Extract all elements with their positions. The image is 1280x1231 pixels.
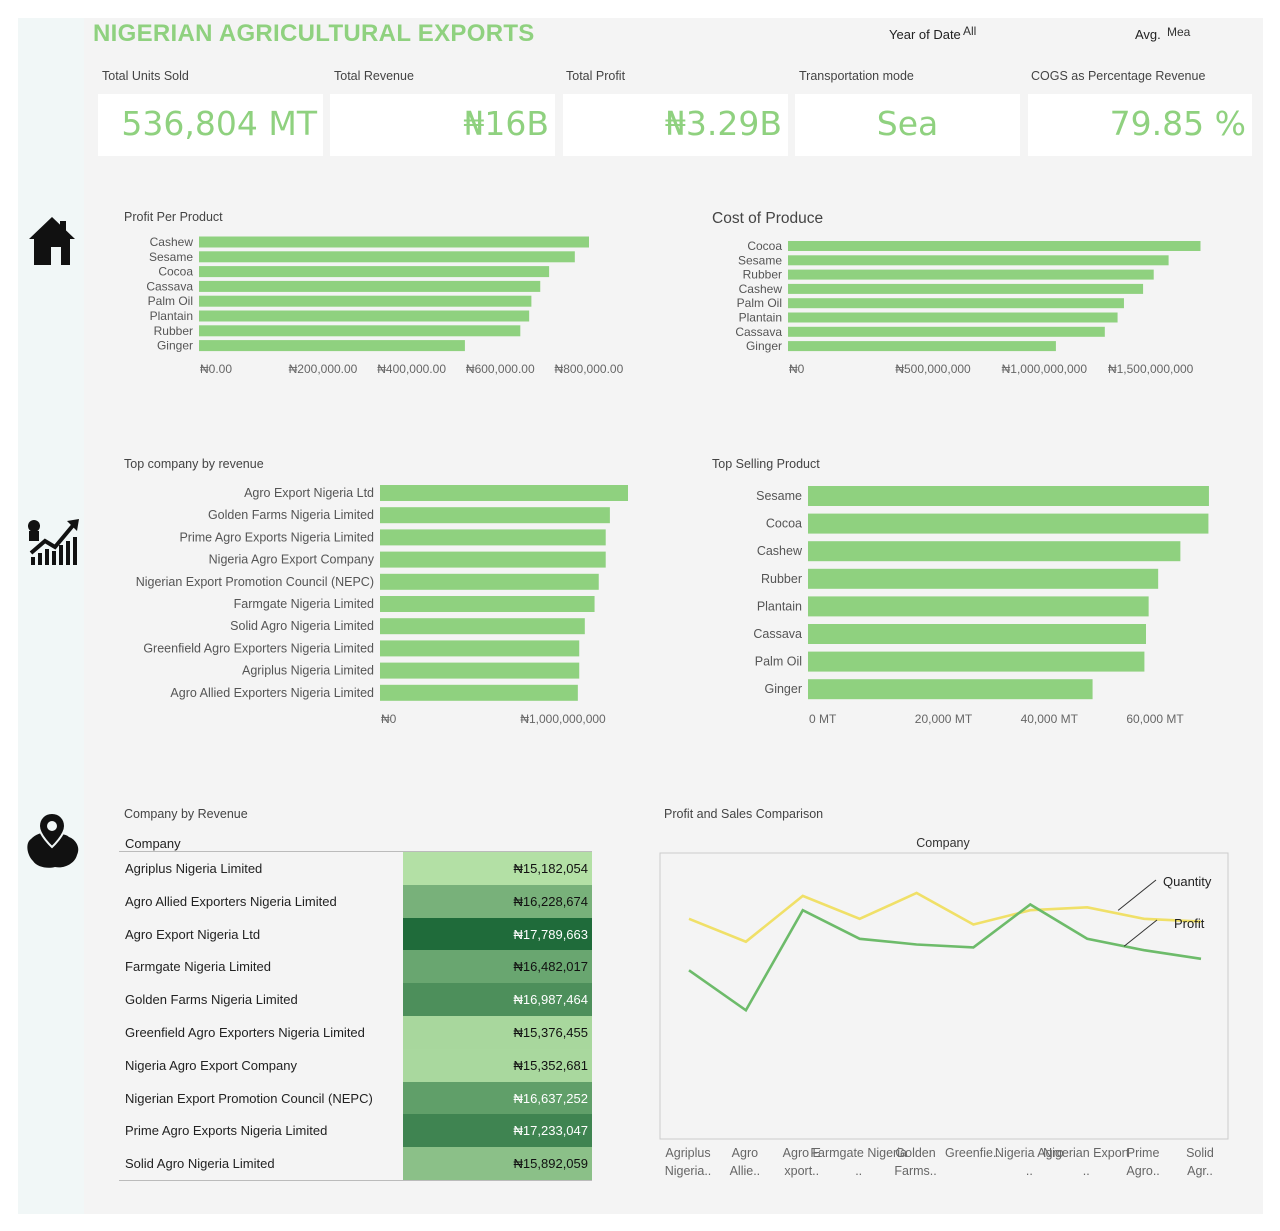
sidebar <box>18 18 84 1214</box>
table-column-header: Company <box>125 836 181 851</box>
top-selling-product-title: Top Selling Product <box>712 457 820 471</box>
kpi-label-units: Total Units Sold <box>102 69 189 83</box>
kpi-value-transport: Sea <box>876 104 939 143</box>
table-row[interactable]: Agro Allied Exporters Nigeria Limited ₦16… <box>119 884 592 918</box>
table-revenue-cell: ₦16,987,464 <box>403 983 592 1017</box>
table-company-name: Nigerian Export Promotion Council (NEPC) <box>125 1090 373 1106</box>
table-revenue-value: ₦15,182,054 <box>513 861 588 876</box>
table-revenue-value: ₦15,352,681 <box>513 1057 588 1073</box>
table-company-name: Agriplus Nigeria Limited <box>125 861 263 876</box>
table-revenue-value: ₦17,233,047 <box>513 1123 588 1139</box>
table-company-name: Nigeria Agro Export Company <box>125 1057 297 1073</box>
kpi-label-cogs: COGS as Percentage Revenue <box>1031 69 1206 83</box>
table-revenue-cell: ₦17,233,047 <box>403 1114 592 1148</box>
growth-chart-icon[interactable] <box>25 517 81 567</box>
year-filter-value[interactable]: All <box>963 24 977 38</box>
table-row[interactable]: Solid Agro Nigeria Limited ₦15,892,059 <box>119 1147 592 1181</box>
table-company-name: Greenfield Agro Exporters Nigeria Limite… <box>125 1025 365 1040</box>
table-row[interactable]: Nigerian Export Promotion Council (NEPC)… <box>119 1081 592 1115</box>
table-row[interactable]: Prime Agro Exports Nigeria Limited ₦17,23… <box>119 1114 592 1148</box>
table-revenue-value: ₦16,482,017 <box>513 959 588 975</box>
avg-filter-value[interactable]: Mea <box>1167 25 1191 39</box>
table-revenue-cell: ₦16,482,017 <box>403 950 592 984</box>
table-company-name: Farmgate Nigeria Limited <box>125 959 271 975</box>
kpi-card-cogs: 79.85 % <box>1028 94 1252 156</box>
table-company-name: Golden Farms Nigeria Limited <box>125 992 298 1008</box>
table-revenue-cell: ₦17,789,663 <box>403 917 592 951</box>
avg-filter-label: Avg. <box>1135 27 1161 42</box>
kpi-label-profit: Total Profit <box>566 69 626 83</box>
table-revenue-value: ₦16,987,464 <box>513 992 588 1008</box>
table-row[interactable]: Agriplus Nigeria Limited ₦15,182,054 <box>119 852 592 885</box>
table-company-name: Prime Agro Exports Nigeria Limited <box>125 1123 328 1139</box>
kpi-label-revenue: Total Revenue <box>334 69 414 83</box>
table-revenue-value: ₦16,637,252 <box>513 1090 588 1106</box>
table-revenue-value: ₦17,789,663 <box>513 926 588 942</box>
table-revenue-value: ₦16,228,674 <box>513 893 588 909</box>
profit-sales-title: Profit and Sales Comparison <box>664 807 824 821</box>
kpi-value-units: 536,804 MT <box>121 104 317 143</box>
home-icon[interactable] <box>27 215 77 267</box>
table-revenue-cell: ₦15,182,054 <box>403 852 592 885</box>
table-row[interactable]: Farmgate Nigeria Limited ₦16,482,017 <box>119 950 592 984</box>
table-row[interactable]: Nigeria Agro Export Company ₦15,352,681 <box>119 1048 592 1082</box>
kpi-card-profit: ₦3.29B <box>563 94 788 156</box>
table-header-divider <box>119 851 592 852</box>
table-revenue-cell: ₦15,352,681 <box>403 1048 592 1082</box>
kpi-card-revenue: ₦16B <box>330 94 555 156</box>
dashboard-title: NIGERIAN AGRICULTURAL EXPORTS <box>93 20 535 47</box>
company-by-revenue-title: Company by Revenue <box>124 807 248 821</box>
kpi-value-cogs: 79.85 % <box>1109 104 1246 143</box>
table-row[interactable]: Agro Export Nigeria Ltd ₦17,789,663 <box>119 917 592 951</box>
table-revenue-cell: ₦16,637,252 <box>403 1081 592 1115</box>
table-row[interactable]: Golden Farms Nigeria Limited ₦16,987,464 <box>119 983 592 1017</box>
kpi-value-profit: ₦3.29B <box>664 104 782 143</box>
table-row[interactable]: Greenfield Agro Exporters Nigeria Limite… <box>119 1016 592 1049</box>
cost-of-produce-title: Cost of Produce <box>712 210 824 227</box>
map-location-icon[interactable] <box>23 811 81 871</box>
kpi-card-units: 536,804 MT <box>98 94 323 156</box>
table-revenue-cell: ₦16,228,674 <box>403 884 592 918</box>
table-company-name: Agro Allied Exporters Nigeria Limited <box>125 893 337 909</box>
kpi-card-transport: Sea <box>795 94 1020 156</box>
table-revenue-cell: ₦15,376,455 <box>403 1016 592 1049</box>
profit-per-product-title: Profit Per Product <box>124 210 223 224</box>
table-revenue-cell: ₦15,892,059 <box>403 1147 592 1181</box>
top-company-title: Top company by revenue <box>124 457 264 471</box>
table-bottom-divider <box>119 1180 592 1181</box>
kpi-label-transport: Transportation mode <box>799 69 914 83</box>
kpi-value-revenue: ₦16B <box>463 104 549 143</box>
year-filter-label: Year of Date <box>889 27 961 42</box>
table-revenue-value: ₦15,376,455 <box>513 1025 588 1040</box>
table-revenue-value: ₦15,892,059 <box>513 1156 588 1172</box>
table-company-name: Solid Agro Nigeria Limited <box>125 1156 275 1172</box>
table-company-name: Agro Export Nigeria Ltd <box>125 926 261 942</box>
